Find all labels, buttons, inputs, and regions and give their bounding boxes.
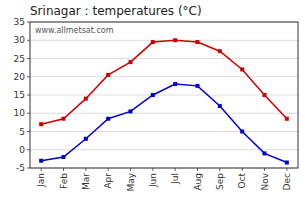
point-marker xyxy=(151,40,155,44)
point-marker xyxy=(240,130,244,134)
x-tick-label: Feb xyxy=(59,173,69,189)
grid-line xyxy=(30,95,298,96)
y-tick-label: 30 xyxy=(14,35,26,45)
y-tick-label: 35 xyxy=(14,17,25,27)
point-marker xyxy=(62,117,66,121)
point-marker xyxy=(151,93,155,97)
plot-background xyxy=(30,22,298,168)
point-marker xyxy=(285,117,289,121)
x-tick-label: Jun xyxy=(148,173,158,188)
point-marker xyxy=(196,40,200,44)
point-marker xyxy=(106,73,110,77)
y-tick-label: 15 xyxy=(14,90,25,100)
chart-container: -5 0 5 10 15 20 25 30 35 Jan Feb Mar Apr May Jun Jul Aug… xyxy=(0,0,305,200)
x-tick-label: Jul xyxy=(170,173,180,185)
series-line xyxy=(41,40,287,124)
point-marker xyxy=(106,117,110,121)
point-marker xyxy=(39,159,43,163)
point-marker xyxy=(218,49,222,53)
x-tick-label: Mar xyxy=(81,173,91,190)
series-line xyxy=(41,84,287,162)
point-marker xyxy=(263,151,267,155)
grid-line xyxy=(30,58,298,59)
point-marker xyxy=(39,122,43,126)
y-tick-label: 20 xyxy=(14,72,26,82)
point-marker xyxy=(129,109,133,113)
x-tick-label: Apr xyxy=(103,173,113,189)
x-tick-label: Jan xyxy=(36,173,46,188)
y-tick-label: -5 xyxy=(16,163,25,173)
x-tick-label: May xyxy=(126,172,136,191)
point-marker xyxy=(240,67,244,71)
point-marker xyxy=(84,137,88,141)
y-tick-label: 0 xyxy=(19,145,25,155)
x-tick-label: Sep xyxy=(215,173,225,190)
series-group xyxy=(39,38,289,164)
plot-frame xyxy=(30,22,298,168)
point-marker xyxy=(173,82,177,86)
point-marker xyxy=(196,84,200,88)
point-marker xyxy=(84,97,88,101)
x-tick-label: Aug xyxy=(193,173,203,191)
point-marker xyxy=(62,155,66,159)
y-tick-label: 5 xyxy=(19,127,25,137)
y-tick-label: 25 xyxy=(14,54,25,64)
y-tick-label: 10 xyxy=(14,108,26,118)
x-tick-label: Dec xyxy=(282,173,292,190)
chart: -5 0 5 10 15 20 25 30 35 Jan Feb Mar Apr May Jun Jul Aug… xyxy=(0,0,305,200)
grid-line xyxy=(30,149,298,150)
point-marker xyxy=(129,60,133,64)
grid-line xyxy=(30,131,298,132)
x-tick-label: Nov xyxy=(260,172,270,190)
title: Srinagar : temperatures (°C) xyxy=(30,4,202,18)
point-marker xyxy=(285,161,289,165)
point-marker xyxy=(263,93,267,97)
point-marker xyxy=(173,38,177,42)
watermark: www.allmetsat.com xyxy=(35,26,114,35)
point-marker xyxy=(218,104,222,108)
x-tick-label: Oct xyxy=(237,173,247,189)
grid-line xyxy=(30,76,298,77)
